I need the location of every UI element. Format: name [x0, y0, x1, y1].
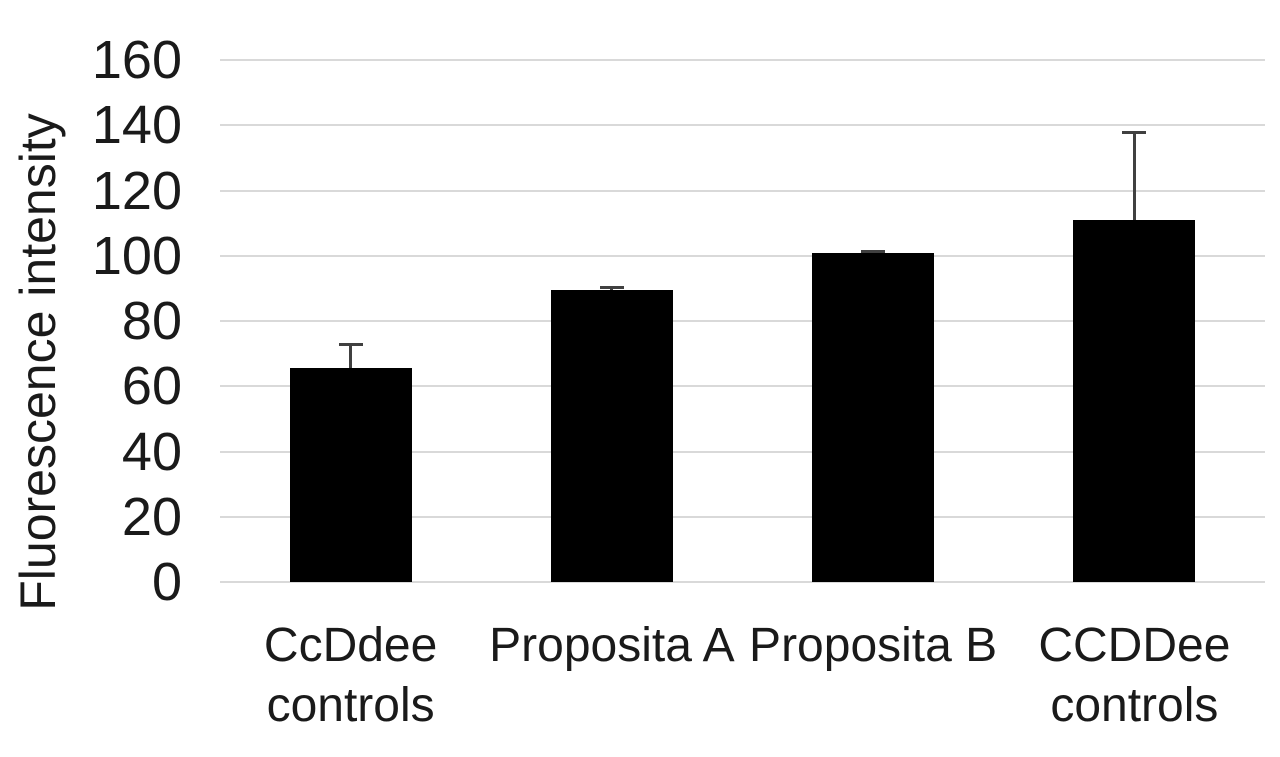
y-tick-label-40: 40: [121, 421, 182, 482]
gridline-y-0: [220, 581, 1265, 583]
gridline-y-100: [220, 254, 1265, 257]
bar-ccddee-controls: [289, 368, 412, 582]
gridline-y-120: [220, 189, 1265, 192]
error-bar-cap-proposita-a: [599, 286, 624, 290]
y-tick-label-100: 100: [91, 225, 182, 286]
x-category-label-line: controls: [1050, 679, 1219, 732]
bar-proposita-b: [812, 253, 935, 582]
x-category-label-proposita-a: Proposita A: [481, 616, 742, 676]
gridline-y-60: [220, 385, 1265, 388]
error-bar-ccddee-controls: [1132, 131, 1136, 220]
x-category-label-line: CCDDee: [1038, 619, 1231, 672]
bar-ccddee-controls: [1073, 219, 1196, 582]
y-tick-label-120: 120: [91, 160, 182, 221]
x-category-label-ccddee-controls: CcDdee controls: [220, 616, 481, 736]
y-tick-label-80: 80: [121, 291, 182, 351]
x-category-label-line: CcDdee: [263, 619, 438, 672]
x-category-label-line: controls: [266, 679, 435, 732]
y-tick-label-60: 60: [121, 356, 182, 417]
error-bar-cap-proposita-b: [861, 249, 886, 253]
error-bar-cap-ccddee-controls: [338, 342, 363, 346]
y-tick-label-140: 140: [91, 95, 182, 156]
x-category-label-proposita-b: Proposita B: [743, 616, 1004, 676]
gridline-y-140: [220, 124, 1265, 127]
x-category-label-ccddee-controls: CCDDee controls: [1004, 616, 1265, 736]
x-category-label-line: Proposita B: [749, 619, 998, 672]
error-bar-cap-ccddee-controls: [1122, 130, 1147, 134]
gridline-y-20: [220, 515, 1265, 518]
x-category-label-line: Proposita A: [489, 619, 735, 672]
gridline-y-40: [220, 450, 1265, 453]
error-bar-ccddee-controls: [349, 343, 353, 369]
gridline-y-160: [220, 59, 1265, 61]
gridline-y-80: [220, 320, 1265, 322]
y-tick-label-20: 20: [121, 486, 182, 547]
bar-proposita-a: [550, 290, 673, 582]
y-tick-label-0: 0: [151, 552, 182, 612]
y-tick-label-160: 160: [91, 30, 182, 90]
